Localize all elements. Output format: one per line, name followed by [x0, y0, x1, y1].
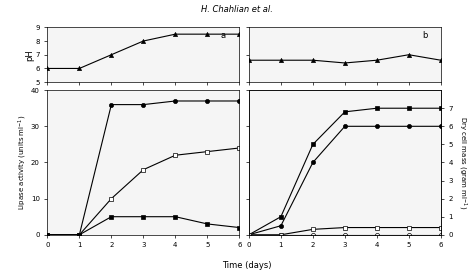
- Text: H. Chahlian et al.: H. Chahlian et al.: [201, 5, 273, 14]
- Y-axis label: Lipase activity (units ml$^{-1}$): Lipase activity (units ml$^{-1}$): [17, 115, 29, 210]
- Text: b: b: [422, 31, 428, 40]
- Text: Time (days): Time (days): [222, 261, 271, 270]
- Text: a: a: [221, 31, 226, 40]
- Y-axis label: Dry cell mass (gram ml$^{-1}$): Dry cell mass (gram ml$^{-1}$): [456, 116, 468, 209]
- Y-axis label: pH: pH: [25, 49, 34, 61]
